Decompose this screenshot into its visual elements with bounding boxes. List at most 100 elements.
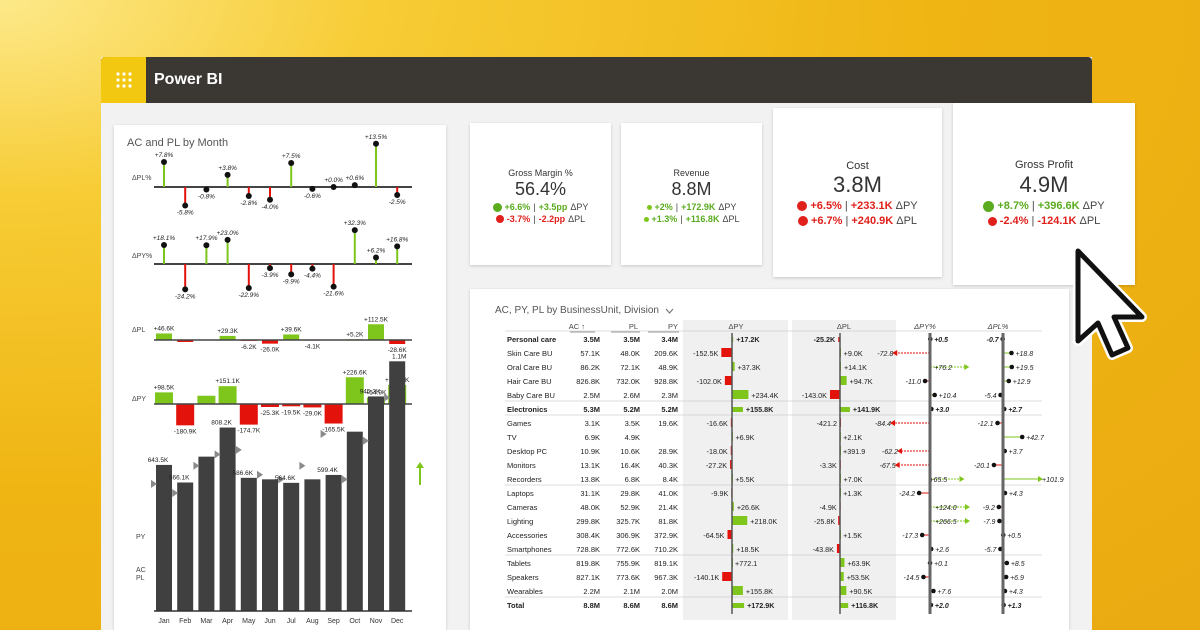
data-label: 586.6K: [232, 470, 253, 477]
data-label: -29.0K: [303, 410, 323, 417]
kpi-cost[interactable]: Cost 3.8M +6.5% | +233.1K ΔPY +6.7% | +240…: [773, 108, 942, 277]
ac-pl-by-month-card[interactable]: AC and PL by Month ΔPL% ΔPY% ΔPL ΔPY +7.8% -5…: [114, 125, 446, 630]
ac-bar: [304, 479, 321, 611]
cell-dpy-pct: +266.5: [935, 519, 957, 526]
dpl-bar: [829, 390, 840, 399]
cell-dpl: -143.0K: [802, 391, 827, 400]
chart-row-label: ΔPY%: [132, 253, 152, 260]
cell-dpy: -152.5K: [693, 349, 718, 358]
cell-dpy-pct: +65.5: [929, 477, 947, 484]
table-card[interactable]: AC, PY, PL by BusinessUnit, Division AC …: [470, 289, 1069, 630]
chart-row-label: ΔPL%: [132, 175, 151, 182]
ac-bar: [389, 361, 406, 611]
column-header: ΔPY%: [913, 322, 936, 331]
bar: [282, 404, 301, 407]
cell-ac: 826.8K: [576, 377, 600, 386]
cell-dpl-pct: +1.3: [1008, 603, 1022, 610]
dot-icon: [646, 204, 652, 210]
cell-py: 19.6K: [658, 419, 678, 428]
lollipop-dot: [288, 271, 295, 278]
cell-dpy: -16.6K: [707, 419, 728, 428]
lollipop-dot: [224, 171, 231, 178]
data-label: -180.9K: [174, 428, 197, 435]
lollipop-dot: [182, 286, 189, 293]
kpi-value: 56.4%: [514, 179, 567, 199]
kpi-pl-label: ΔPL: [722, 214, 740, 224]
kpi-py-pct: +6.6%: [504, 202, 531, 212]
cell-ac: 13.1K: [580, 461, 600, 470]
cell-py: 710.2K: [654, 545, 678, 554]
kpi-pl-pct: -3.7%: [506, 214, 531, 224]
cell-py: 28.9K: [658, 447, 678, 456]
app-title: Power BI: [154, 71, 223, 88]
cell-dpy: +218.0K: [750, 517, 777, 526]
kpi-delta-py: +6.6% | +3.5pp ΔPY: [470, 202, 611, 212]
data-label: +5.2K: [346, 331, 364, 338]
dpy-pct-dot: [922, 378, 928, 384]
row-name: Speakers: [507, 573, 539, 582]
cell-pl: 772.6K: [616, 545, 640, 554]
row-name: Hair Care BU: [507, 377, 552, 386]
cell-dpy: +155.8K: [746, 587, 773, 596]
data-label: -24.2%: [175, 293, 196, 300]
data-label: -26.0K: [260, 347, 280, 354]
cell-dpy: +5.5K: [735, 475, 754, 484]
data-label: +6.2%: [367, 247, 386, 254]
cell-pl: 8.6M: [623, 601, 640, 610]
cell-dpy-pct: -67.5: [880, 463, 896, 470]
dpy-bar: [721, 348, 732, 357]
cell-pl: 16.4K: [620, 461, 640, 470]
data-label: +32.3%: [344, 220, 366, 227]
data-label: -165.5K: [322, 427, 345, 434]
legend-py: PY: [136, 534, 146, 541]
ac-bar: [262, 479, 278, 611]
dpy-bar: [732, 603, 745, 608]
kpi-revenue[interactable]: Revenue 8.8M +2% | +172.9K ΔPY +1.3% | +11…: [621, 123, 762, 265]
cell-dpl: -4.9K: [819, 503, 836, 512]
lollipop-dot: [288, 160, 295, 166]
ac-bar: [219, 427, 236, 611]
cell-dpy-pct: +0.1: [934, 561, 948, 568]
cell-ac: 31.1K: [580, 489, 600, 498]
cell-dpl: +141.9K: [853, 405, 881, 414]
dpy-bar: [732, 407, 743, 412]
data-label: +18.1%: [153, 235, 175, 242]
kpi-pl-label: ΔPL: [568, 214, 586, 224]
cell-dpl-pct: +101.9: [1042, 477, 1064, 484]
cell-dpl-pct: +4.3: [1009, 589, 1023, 596]
cell-dpl-pct: -20.1: [974, 463, 990, 470]
data-label: +98.5K: [154, 384, 175, 391]
data-label: -28.6K: [388, 347, 408, 354]
cell-ac: 13.8K: [580, 475, 600, 484]
cell-dpy-pct: -62.2: [882, 449, 898, 456]
dpl-pct-dot: [1009, 364, 1015, 370]
month-label: Feb: [179, 618, 191, 625]
cell-pl: 3.5K: [625, 419, 640, 428]
data-label: +46.6K: [154, 325, 175, 332]
ac-bar: [177, 482, 194, 611]
cell-dpl: -25.2K: [814, 335, 836, 344]
cell-ac: 10.9K: [580, 447, 600, 456]
cell-pl: 2.6M: [623, 391, 640, 400]
data-label: +23.0%: [216, 230, 238, 237]
cell-dpy: -64.5K: [703, 531, 724, 540]
legend-pl: PL: [136, 575, 145, 582]
kpi-gross-profit[interactable]: Gross Profit 4.9M +8.7% | +396.6K ΔPY -2.…: [953, 103, 1135, 285]
cell-dpy-pct: +0.5: [934, 337, 948, 344]
arrow-up-icon: [797, 201, 808, 211]
kpi-gross-margin[interactable]: Gross Margin % 56.4% +6.6% | +3.5pp ΔPY -…: [470, 123, 611, 265]
data-label: -2.5%: [389, 199, 406, 206]
cell-pl: 755.9K: [616, 559, 640, 568]
chevron-down-icon[interactable]: [665, 308, 674, 314]
data-label: +13.5%: [365, 134, 387, 141]
dpy-pct-dot: [921, 574, 926, 580]
kpi-delta-py: +8.7% | +396.6K ΔPY: [953, 200, 1135, 212]
cell-dpy-pct: +2.6: [935, 547, 949, 554]
py-marker: [193, 461, 200, 470]
cell-py: 2.3M: [661, 391, 678, 400]
apps-grid-icon[interactable]: [101, 57, 146, 103]
cell-dpy: -102.0K: [697, 377, 722, 386]
data-label: +226.6K: [343, 369, 368, 376]
data-label: +16.8%: [386, 236, 408, 243]
cell-ac: 6.9K: [585, 433, 600, 442]
